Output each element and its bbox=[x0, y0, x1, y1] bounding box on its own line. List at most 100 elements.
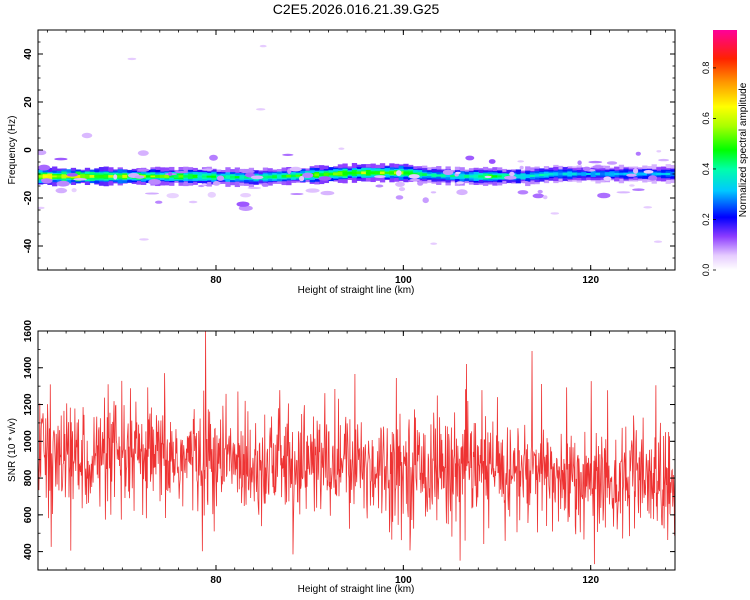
heatmap-speckle bbox=[395, 181, 405, 187]
heatmap-cell bbox=[347, 171, 353, 175]
heatmap-speckle bbox=[456, 181, 464, 185]
heatmap-cell bbox=[637, 172, 643, 176]
heatmap-speckle bbox=[517, 160, 525, 163]
heatmap-speckle bbox=[509, 171, 515, 177]
heatmap-cell bbox=[576, 172, 582, 176]
heatmap-speckle bbox=[417, 181, 424, 186]
heatmap-cell bbox=[623, 172, 629, 176]
heatmap-speckle bbox=[216, 175, 225, 181]
heatmap-speckle bbox=[41, 178, 46, 182]
snr-y-ticks: 400 600 800 1000 1200 1400 1600 bbox=[23, 319, 675, 571]
heatmap-speckle bbox=[305, 188, 320, 193]
heatmap-speckle bbox=[408, 174, 420, 179]
heatmap-cell bbox=[478, 175, 484, 178]
heatmap-speckle bbox=[456, 189, 468, 196]
heatmap-cell bbox=[173, 174, 180, 178]
x-tick-label: 120 bbox=[582, 575, 599, 586]
heatmap-cell bbox=[595, 172, 601, 176]
heatmap-speckle bbox=[520, 180, 529, 184]
y-tick-label: 600 bbox=[23, 506, 34, 523]
heatmap-speckle bbox=[643, 170, 654, 174]
heatmap-cell bbox=[459, 174, 465, 178]
heatmap-cell bbox=[94, 175, 100, 178]
heatmap-speckle bbox=[395, 195, 404, 200]
heatmap-cell bbox=[548, 172, 554, 176]
y-tick-label: -20 bbox=[23, 190, 34, 205]
heatmap-speckle bbox=[517, 190, 529, 195]
heatmap-cell bbox=[211, 175, 217, 178]
heatmap-speckle bbox=[302, 172, 314, 178]
heatmap-cell bbox=[337, 172, 344, 176]
spectrogram-y-ticks: 40 20 0 -20 -40 bbox=[23, 29, 675, 271]
heatmap-speckle bbox=[318, 176, 332, 181]
heatmap-speckle bbox=[430, 191, 437, 194]
heatmap-speckle bbox=[209, 154, 218, 161]
heatmap-cell bbox=[61, 175, 67, 178]
heatmap-speckle bbox=[145, 192, 159, 195]
heatmap-speckle bbox=[442, 169, 454, 175]
colorbar-gradient bbox=[713, 30, 737, 270]
heatmap-cell bbox=[262, 175, 269, 179]
heatmap-speckle bbox=[168, 171, 173, 176]
spectrogram-heatmap bbox=[38, 44, 675, 245]
heatmap-cell bbox=[384, 171, 390, 174]
heatmap-speckle bbox=[409, 178, 421, 182]
heatmap-cell bbox=[618, 172, 625, 176]
heatmap-cell bbox=[178, 175, 184, 178]
heatmap-cell bbox=[557, 173, 564, 175]
heatmap-cell bbox=[295, 174, 301, 177]
heatmap-cell bbox=[408, 172, 414, 175]
heatmap-cell bbox=[473, 175, 479, 178]
y-tick-label: 20 bbox=[23, 96, 34, 108]
heatmap-cell bbox=[590, 172, 596, 176]
heatmap-cell bbox=[497, 175, 503, 178]
heatmap-cell bbox=[529, 174, 536, 177]
heatmap-speckle bbox=[290, 193, 304, 195]
heatmap-speckle bbox=[166, 193, 179, 199]
heatmap-speckle bbox=[236, 201, 250, 207]
spectrogram-plot-area bbox=[38, 30, 675, 270]
y-tick-label: 1400 bbox=[23, 356, 34, 379]
heatmap-speckle bbox=[592, 165, 604, 169]
heatmap-speckle bbox=[338, 147, 345, 150]
heatmap-cell bbox=[42, 175, 48, 178]
heatmap-speckle bbox=[504, 175, 517, 180]
heatmap-cell bbox=[422, 173, 428, 176]
colorbar-tick-label: 0.4 bbox=[701, 163, 711, 176]
heatmap-speckle bbox=[148, 179, 162, 185]
heatmap-cell bbox=[370, 171, 376, 175]
heatmap-speckle bbox=[240, 170, 255, 174]
heatmap-cell bbox=[89, 174, 95, 178]
heatmap-cell bbox=[38, 175, 44, 178]
heatmap-speckle bbox=[134, 175, 145, 179]
heatmap-speckle bbox=[455, 171, 461, 174]
heatmap-cell bbox=[169, 175, 175, 178]
heatmap-speckle bbox=[207, 191, 216, 198]
y-tick-label: 400 bbox=[23, 543, 34, 560]
spectrogram-y-label: Frequency (Hz) bbox=[7, 116, 18, 185]
heatmap-cell bbox=[543, 173, 550, 176]
heatmap-speckle bbox=[430, 242, 438, 245]
heatmap-speckle bbox=[155, 200, 163, 204]
heatmap-cell bbox=[660, 172, 667, 176]
heatmap-speckle bbox=[54, 157, 68, 161]
heatmap-cell bbox=[197, 175, 203, 178]
snr-plot-area bbox=[38, 331, 675, 570]
spectrogram-x-ticks: 80 100 120 bbox=[46, 30, 667, 286]
x-tick-label: 80 bbox=[210, 575, 222, 586]
y-tick-label: 40 bbox=[23, 48, 34, 60]
heatmap-cell bbox=[501, 175, 507, 178]
heatmap-speckle bbox=[299, 175, 305, 182]
heatmap-speckle bbox=[396, 170, 402, 177]
heatmap-speckle bbox=[38, 164, 51, 171]
heatmap-cell bbox=[108, 175, 114, 178]
heatmap-cell bbox=[201, 175, 208, 178]
heatmap-cell bbox=[534, 174, 540, 177]
heatmap-speckle bbox=[256, 108, 266, 111]
heatmap-cell bbox=[445, 174, 451, 178]
x-tick-label: 100 bbox=[395, 275, 412, 286]
y-tick-label: 1000 bbox=[23, 430, 34, 453]
heatmap-speckle bbox=[247, 187, 261, 189]
heatmap-cell bbox=[267, 175, 273, 179]
